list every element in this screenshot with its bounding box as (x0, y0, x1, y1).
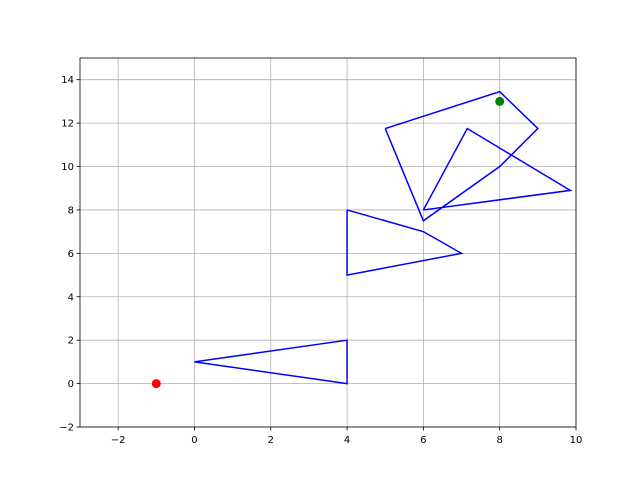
y-tick-label: 12 (61, 119, 74, 130)
x-tick-label: 0 (191, 435, 197, 446)
x-tick-label: 8 (497, 435, 503, 446)
x-tick-label: 4 (344, 435, 350, 446)
x-tick-label: −2 (111, 435, 126, 446)
polygon-line-3 (384, 90, 539, 222)
y-tick-label: 4 (68, 292, 74, 303)
y-tick-label: −2 (59, 423, 74, 434)
y-tick-label: 10 (61, 162, 74, 173)
marker-group (151, 96, 505, 389)
grid (80, 58, 577, 428)
polygon-line-4 (422, 127, 573, 211)
y-tick-label: 8 (68, 205, 74, 216)
series-group (194, 90, 573, 385)
plot-area-frame (79, 57, 577, 428)
x-tick-label: 10 (570, 435, 583, 446)
y-tick-label: 2 (68, 336, 74, 347)
y-tick-label: 0 (68, 379, 74, 390)
y-tick-label: 6 (68, 249, 74, 260)
polygon-line-2 (346, 209, 464, 276)
ticks: −2 0 2 4 6 8 10 −2 0 2 4 6 8 10 12 14 (59, 75, 582, 446)
point-marker-2 (495, 96, 505, 106)
polygon-line-1 (194, 339, 348, 385)
x-tick-label: 2 (268, 435, 274, 446)
y-tick-label: 14 (61, 75, 74, 86)
point-marker-1 (151, 379, 161, 389)
x-tick-label: 6 (420, 435, 426, 446)
